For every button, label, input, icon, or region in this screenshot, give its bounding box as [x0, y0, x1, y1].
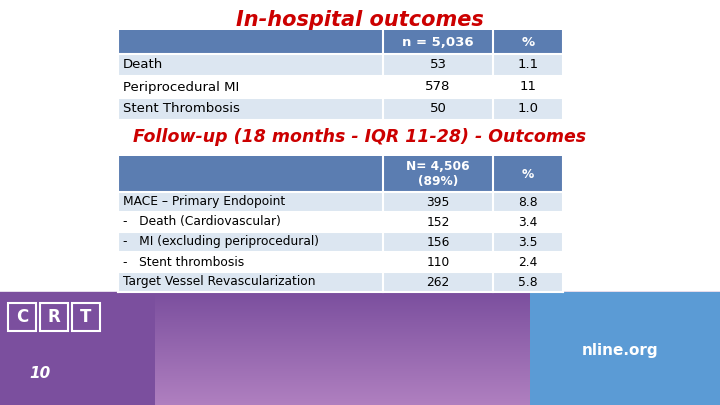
Text: Target Vessel Revascularization: Target Vessel Revascularization	[123, 275, 315, 288]
Bar	[383, 30, 493, 54]
Text: n = 5,036: n = 5,036	[402, 36, 474, 49]
Text: In-hospital outcomes: In-hospital outcomes	[236, 10, 484, 30]
Text: 110: 110	[426, 256, 449, 269]
Bar	[493, 252, 563, 272]
Bar	[383, 272, 493, 292]
Text: Periprocedural MI: Periprocedural MI	[123, 81, 239, 94]
Bar	[118, 232, 383, 252]
Text: 578: 578	[426, 81, 451, 94]
Text: 11: 11	[520, 81, 536, 94]
Bar	[383, 76, 493, 98]
Bar	[493, 192, 563, 212]
Bar	[493, 54, 563, 76]
Text: 5.8: 5.8	[518, 275, 538, 288]
Bar	[118, 212, 383, 232]
Text: Death: Death	[123, 58, 163, 72]
Text: R: R	[48, 308, 60, 326]
Bar	[118, 98, 383, 120]
Bar	[118, 192, 383, 212]
Text: -   Stent thrombosis: - Stent thrombosis	[123, 256, 244, 269]
Text: nline.org: nline.org	[582, 343, 658, 358]
Bar	[383, 192, 493, 212]
Text: Stent Thrombosis: Stent Thrombosis	[123, 102, 240, 115]
Bar	[383, 252, 493, 272]
Text: 10: 10	[30, 366, 50, 381]
Bar	[118, 156, 383, 192]
Bar	[383, 54, 493, 76]
Bar	[383, 232, 493, 252]
Bar	[118, 30, 383, 54]
Bar	[383, 98, 493, 120]
Bar	[383, 212, 493, 232]
Bar	[118, 252, 383, 272]
Text: 8.8: 8.8	[518, 196, 538, 209]
Text: 3.4: 3.4	[518, 215, 538, 228]
Bar	[8, 303, 36, 331]
Text: T: T	[81, 308, 91, 326]
Bar	[493, 156, 563, 192]
Bar	[118, 54, 383, 76]
Bar	[118, 272, 383, 292]
Text: %: %	[521, 36, 534, 49]
Text: 262: 262	[426, 275, 449, 288]
Text: MACE – Primary Endopoint: MACE – Primary Endopoint	[123, 196, 285, 209]
Text: -   Death (Cardiovascular): - Death (Cardiovascular)	[123, 215, 281, 228]
Text: Follow-up (18 months - IQR 11-28) - Outcomes: Follow-up (18 months - IQR 11-28) - Outc…	[133, 128, 587, 146]
Bar	[493, 76, 563, 98]
Bar	[493, 98, 563, 120]
Bar	[383, 156, 493, 192]
Bar	[493, 232, 563, 252]
Text: 156: 156	[426, 235, 450, 249]
Text: 53: 53	[430, 58, 446, 72]
Text: 3.5: 3.5	[518, 235, 538, 249]
Text: 2.4: 2.4	[518, 256, 538, 269]
Bar	[0, 292, 155, 405]
Bar	[493, 30, 563, 54]
Bar	[118, 76, 383, 98]
Bar	[493, 272, 563, 292]
Bar	[40, 303, 68, 331]
Text: 50: 50	[430, 102, 446, 115]
Text: 1.0: 1.0	[518, 102, 539, 115]
Bar	[493, 212, 563, 232]
Text: -   MI (excluding periprocedural): - MI (excluding periprocedural)	[123, 235, 319, 249]
Text: 395: 395	[426, 196, 450, 209]
Bar	[530, 292, 720, 405]
Text: %: %	[522, 168, 534, 181]
Text: 1.1: 1.1	[518, 58, 539, 72]
Bar	[72, 303, 100, 331]
Text: N= 4,506
(89%): N= 4,506 (89%)	[406, 160, 470, 188]
Text: C: C	[16, 308, 28, 326]
Text: 152: 152	[426, 215, 450, 228]
